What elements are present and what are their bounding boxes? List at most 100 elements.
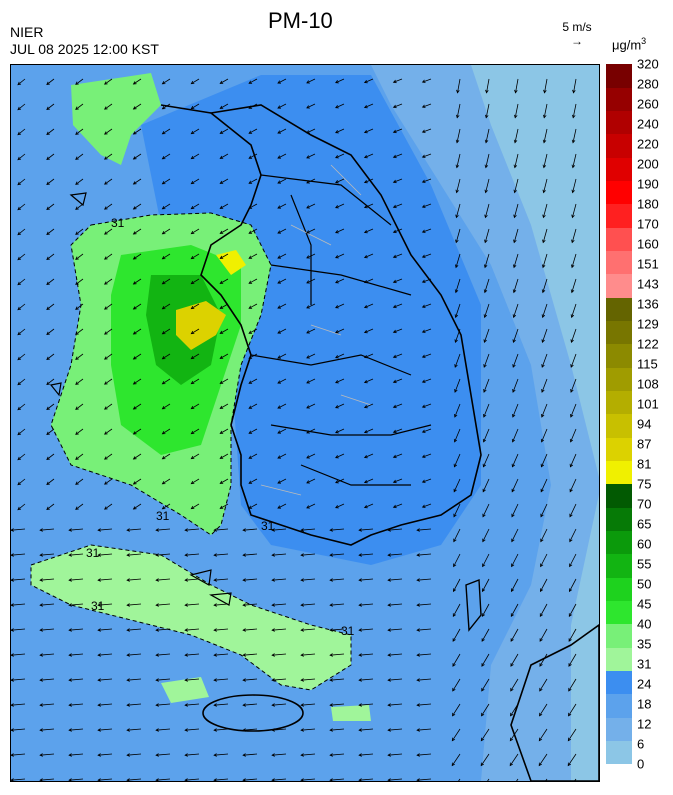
wind-arrow-shaft (162, 203, 171, 210)
wind-arrow-head (455, 189, 459, 194)
wind-arrow-head (75, 381, 79, 385)
wind-arrow-shaft (571, 328, 577, 343)
legend-label: 70 (637, 496, 652, 512)
wind-arrow-shaft (17, 503, 26, 511)
wind-arrow-head (387, 678, 391, 682)
wind-arrow-shaft (156, 653, 171, 656)
wind-arrow-head (568, 663, 572, 667)
wind-arrow-head (213, 678, 217, 682)
wind-arrow-head (421, 254, 426, 258)
wind-arrow-head (539, 638, 543, 642)
wind-arrow-head (329, 728, 333, 732)
wind-arrow-head (155, 678, 159, 682)
wind-arrow-head (39, 528, 43, 532)
wind-arrow-shaft (248, 78, 258, 84)
wind-arrow-head (75, 206, 79, 210)
wind-arrow-shaft (481, 603, 490, 617)
wind-arrow-shaft (17, 378, 26, 386)
wind-arrow-shaft (277, 353, 287, 359)
wind-arrow-head (572, 114, 576, 119)
wind-arrow-shaft (301, 653, 316, 656)
wind-arrow-shaft (306, 178, 316, 184)
wind-arrow-head (387, 603, 391, 607)
wind-arrow-head (219, 130, 224, 134)
wind-arrow-head (17, 206, 22, 211)
wind-arrow-shaft (543, 103, 548, 118)
wind-arrow-shaft (417, 603, 432, 606)
wind-arrow-head (571, 189, 575, 194)
wind-arrow-shaft (17, 328, 26, 336)
wind-arrow-shaft (454, 378, 461, 393)
wind-arrow-shaft (277, 278, 287, 284)
wind-arrow-shaft (133, 178, 142, 185)
wind-arrow-head (511, 488, 515, 493)
province-borders (250, 174, 432, 486)
wind-arrow-shaft (46, 478, 55, 485)
wind-arrow-head (213, 753, 217, 757)
wind-arrow-shaft (452, 653, 461, 667)
wind-arrow-head (17, 356, 22, 361)
wind-arrow-shaft (277, 328, 287, 334)
wind-arrow-head (277, 505, 282, 509)
wind-arrow-shaft (248, 253, 258, 259)
wind-arrow-head (306, 230, 310, 234)
wind-arrow-head (219, 105, 224, 109)
wind-arrow-shaft (364, 503, 374, 508)
wind-arrow-shaft (191, 103, 200, 110)
wind-arrow-head (542, 214, 546, 219)
wind-arrow-head (387, 553, 391, 557)
wind-arrow-head (277, 80, 282, 84)
legend-label: 180 (637, 196, 659, 212)
wind-arrow-shaft (248, 153, 258, 159)
wind-arrow-head (39, 728, 43, 732)
wind-arrow-head (363, 429, 368, 434)
wind-arrow-shaft (272, 628, 287, 631)
wind-arrow-head (190, 380, 195, 385)
wind-arrow-shaft (220, 378, 229, 384)
wind-arrow-head (335, 255, 339, 259)
wind-arrow-shaft (46, 153, 55, 160)
wind-arrow-shaft (514, 103, 519, 118)
wind-arrow-head (511, 563, 515, 568)
legend-label: 40 (637, 616, 652, 632)
wind-arrow-head (11, 753, 14, 757)
wind-arrow-shaft (568, 678, 577, 692)
wind-arrow-shaft (364, 453, 374, 458)
contour-label: 31 (111, 216, 125, 230)
wind-arrow-shaft (364, 478, 374, 483)
wind-arrow-head (392, 229, 397, 234)
wind-arrow-head (335, 80, 339, 84)
wind-arrow-shaft (185, 578, 200, 581)
wind-arrow-shaft (364, 278, 374, 283)
wind-arrow-shaft (393, 178, 403, 183)
wind-arrow-head (571, 214, 575, 219)
wind-arrow-head (454, 364, 458, 368)
legend-swatch (606, 670, 632, 695)
wind-arrow-head (358, 753, 362, 757)
wind-arrow-head (416, 628, 420, 632)
wind-arrow-shaft (422, 453, 432, 458)
wind-arrow-shaft (243, 628, 258, 631)
wind-arrow-shaft (248, 478, 258, 484)
wind-arrow-head (104, 456, 108, 460)
wind-arrow-head (39, 778, 43, 781)
wind-arrow-shaft (277, 403, 287, 409)
wind-arrow-head (155, 703, 159, 707)
wind-arrow-shaft (393, 128, 403, 133)
wind-arrow-shaft (510, 678, 519, 692)
wind-arrow-head (454, 413, 458, 418)
wind-arrow-shaft (185, 778, 200, 781)
wind-arrow-shaft (512, 453, 519, 467)
wind-arrow-head (277, 130, 282, 134)
wind-arrow-head (248, 180, 253, 184)
wind-arrow-shaft (481, 703, 490, 717)
wind-arrow-head (300, 703, 304, 707)
legend-label: 320 (637, 56, 659, 72)
wind-arrow-shaft (513, 228, 519, 243)
legend-label: 200 (637, 156, 659, 172)
wind-arrow-head (392, 154, 397, 159)
wind-arrow-shaft (306, 453, 316, 459)
wind-arrow-shaft (277, 153, 287, 159)
wind-arrow-shaft (511, 553, 519, 567)
wind-arrow-shaft (214, 553, 229, 556)
